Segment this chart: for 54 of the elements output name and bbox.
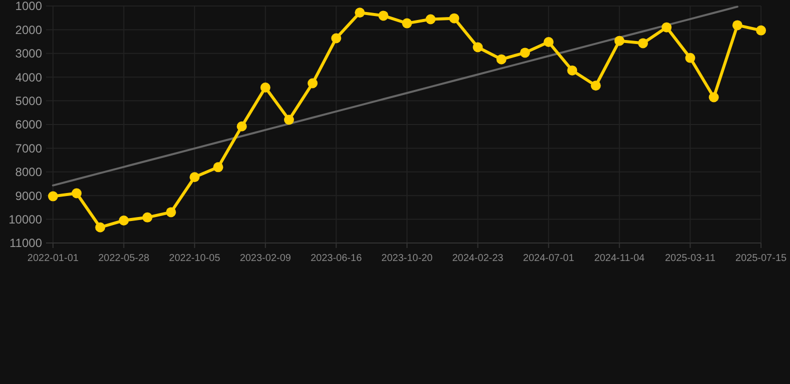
x-tick-label: 2024-02-23 (452, 253, 504, 264)
x-tick-label: 2024-11-04 (594, 253, 646, 264)
y-tick-label: 3000 (15, 46, 42, 61)
x-tick-label: 2023-02-09 (240, 253, 292, 264)
point (685, 52, 696, 63)
x-tick-label: 2024-07-01 (523, 253, 575, 264)
point (213, 162, 224, 172)
point (449, 13, 460, 24)
point (472, 42, 483, 52)
y-tick-label: 4000 (15, 70, 42, 84)
point (590, 80, 601, 91)
x-tick-label: 2025-07-15 (735, 253, 788, 264)
point (142, 212, 152, 222)
y-tick-label: 9000 (15, 188, 42, 203)
point (72, 188, 82, 198)
y-tick-label: 8000 (15, 165, 42, 180)
y-tick-label: 2000 (15, 22, 42, 37)
point (638, 38, 648, 48)
point (284, 114, 294, 125)
x-tick-label: 2022-05-28 (98, 253, 150, 264)
point (732, 20, 742, 30)
y-tick-label: 5000 (15, 94, 42, 108)
point (614, 36, 624, 46)
y-tick-label: 7000 (15, 141, 42, 156)
y-tick-label: 1000 (15, 0, 42, 14)
point (378, 10, 388, 21)
point (118, 215, 129, 226)
y-tick-label: 11000 (10, 236, 42, 250)
point (567, 65, 578, 76)
point (756, 25, 766, 36)
point (662, 22, 672, 32)
y-tick-label: 6000 (15, 118, 42, 132)
point (190, 172, 200, 182)
point (260, 82, 270, 93)
point (48, 191, 58, 202)
point (331, 33, 342, 44)
x-tick-label: 2022-01-01 (27, 253, 80, 264)
point (426, 14, 436, 24)
point (308, 78, 318, 88)
point (166, 207, 176, 218)
point (402, 18, 412, 28)
line-series (52, 6, 738, 186)
point (95, 222, 106, 232)
x-tick-label: 2022-10-05 (169, 253, 221, 264)
point (496, 54, 506, 64)
point (544, 37, 554, 48)
x-tick-label: 2025-03-11 (664, 253, 716, 264)
y-tick-label: 10000 (8, 212, 42, 226)
point (708, 92, 719, 102)
point (354, 8, 365, 18)
point (236, 121, 247, 132)
point (520, 48, 530, 58)
x-tick-label: 2023-10-20 (381, 253, 434, 264)
x-tick-label: 2023-06-16 (310, 253, 362, 264)
